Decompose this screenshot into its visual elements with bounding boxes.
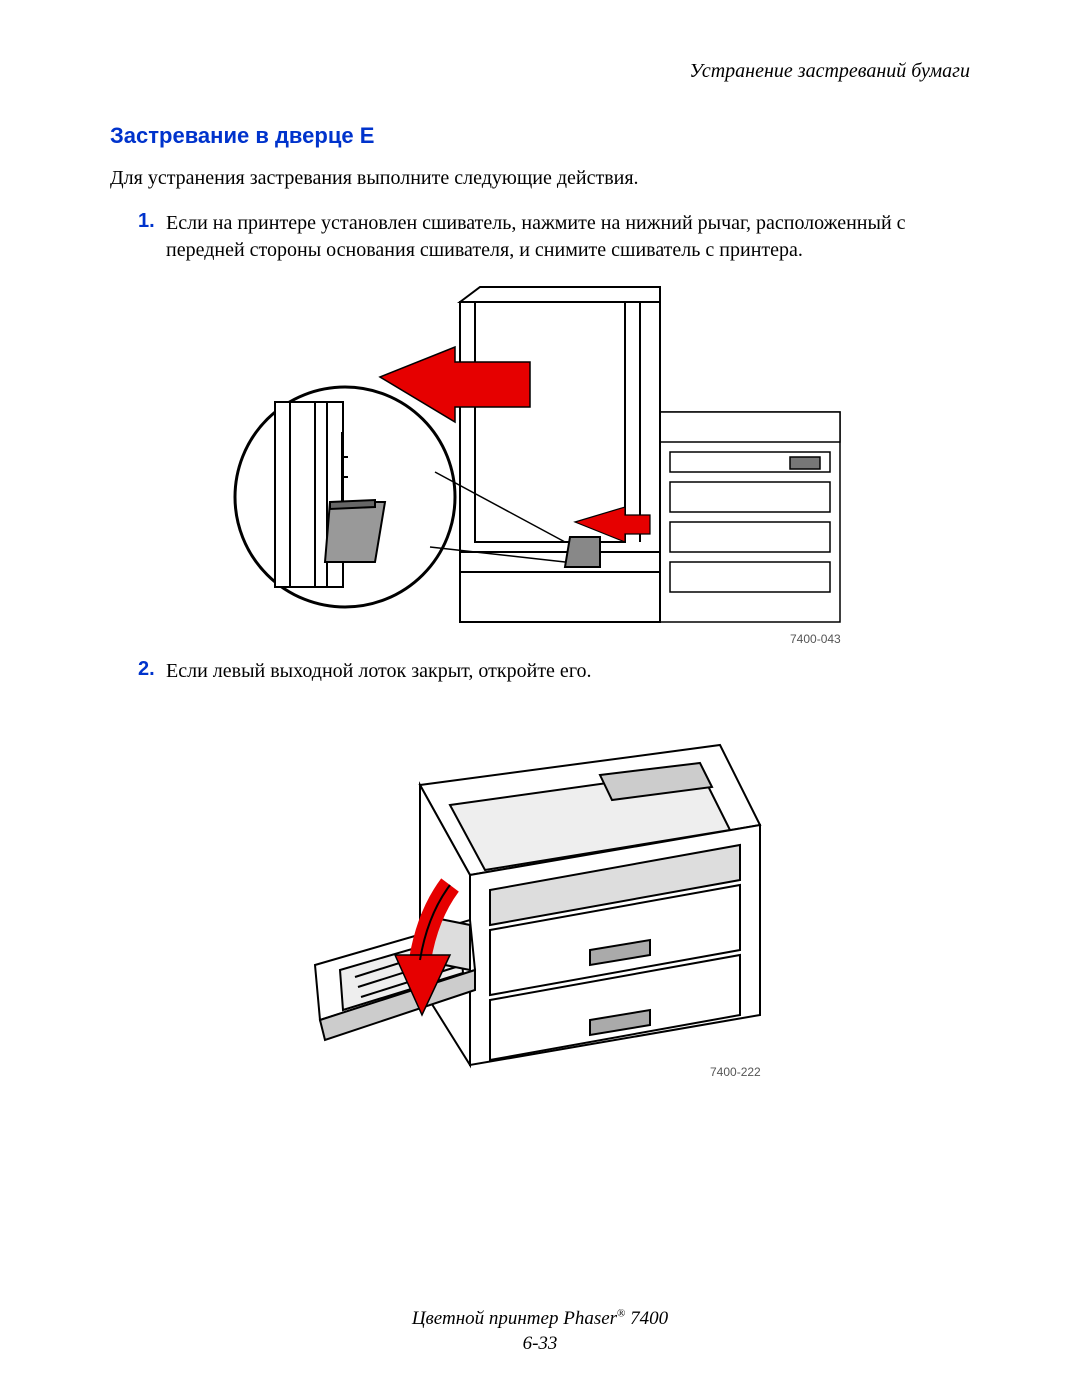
step-1-number: 1. bbox=[138, 210, 166, 264]
step-2-number: 2. bbox=[138, 658, 166, 685]
footer-page-number: 6-33 bbox=[0, 1331, 1080, 1357]
step-1-text: Если на принтере установлен сшиватель, н… bbox=[166, 210, 970, 264]
figure-2: 7400-222 bbox=[300, 715, 780, 1095]
figure-2-svg bbox=[300, 715, 780, 1095]
figure-1: 7400-043 bbox=[230, 282, 850, 652]
step-2: 2. Если левый выходной лоток закрыт, отк… bbox=[110, 658, 970, 685]
step-1: 1. Если на принтере установлен сшиватель… bbox=[110, 210, 970, 264]
figure-1-svg bbox=[230, 282, 850, 652]
section-title: Застревание в дверце E bbox=[110, 123, 970, 149]
footer-product-model: 7400 bbox=[625, 1308, 668, 1329]
step-2-text: Если левый выходной лоток закрыт, открой… bbox=[166, 658, 970, 685]
footer-product-prefix: Цветной принтер Phaser bbox=[412, 1308, 617, 1329]
figure-2-label: 7400-222 bbox=[710, 1065, 761, 1079]
intro-text: Для устранения застревания выполните сле… bbox=[110, 167, 970, 190]
page-footer: Цветной принтер Phaser® 7400 6-33 bbox=[0, 1306, 1080, 1357]
figure-1-label: 7400-043 bbox=[790, 632, 841, 646]
running-head: Устранение застреваний бумаги bbox=[110, 60, 970, 83]
